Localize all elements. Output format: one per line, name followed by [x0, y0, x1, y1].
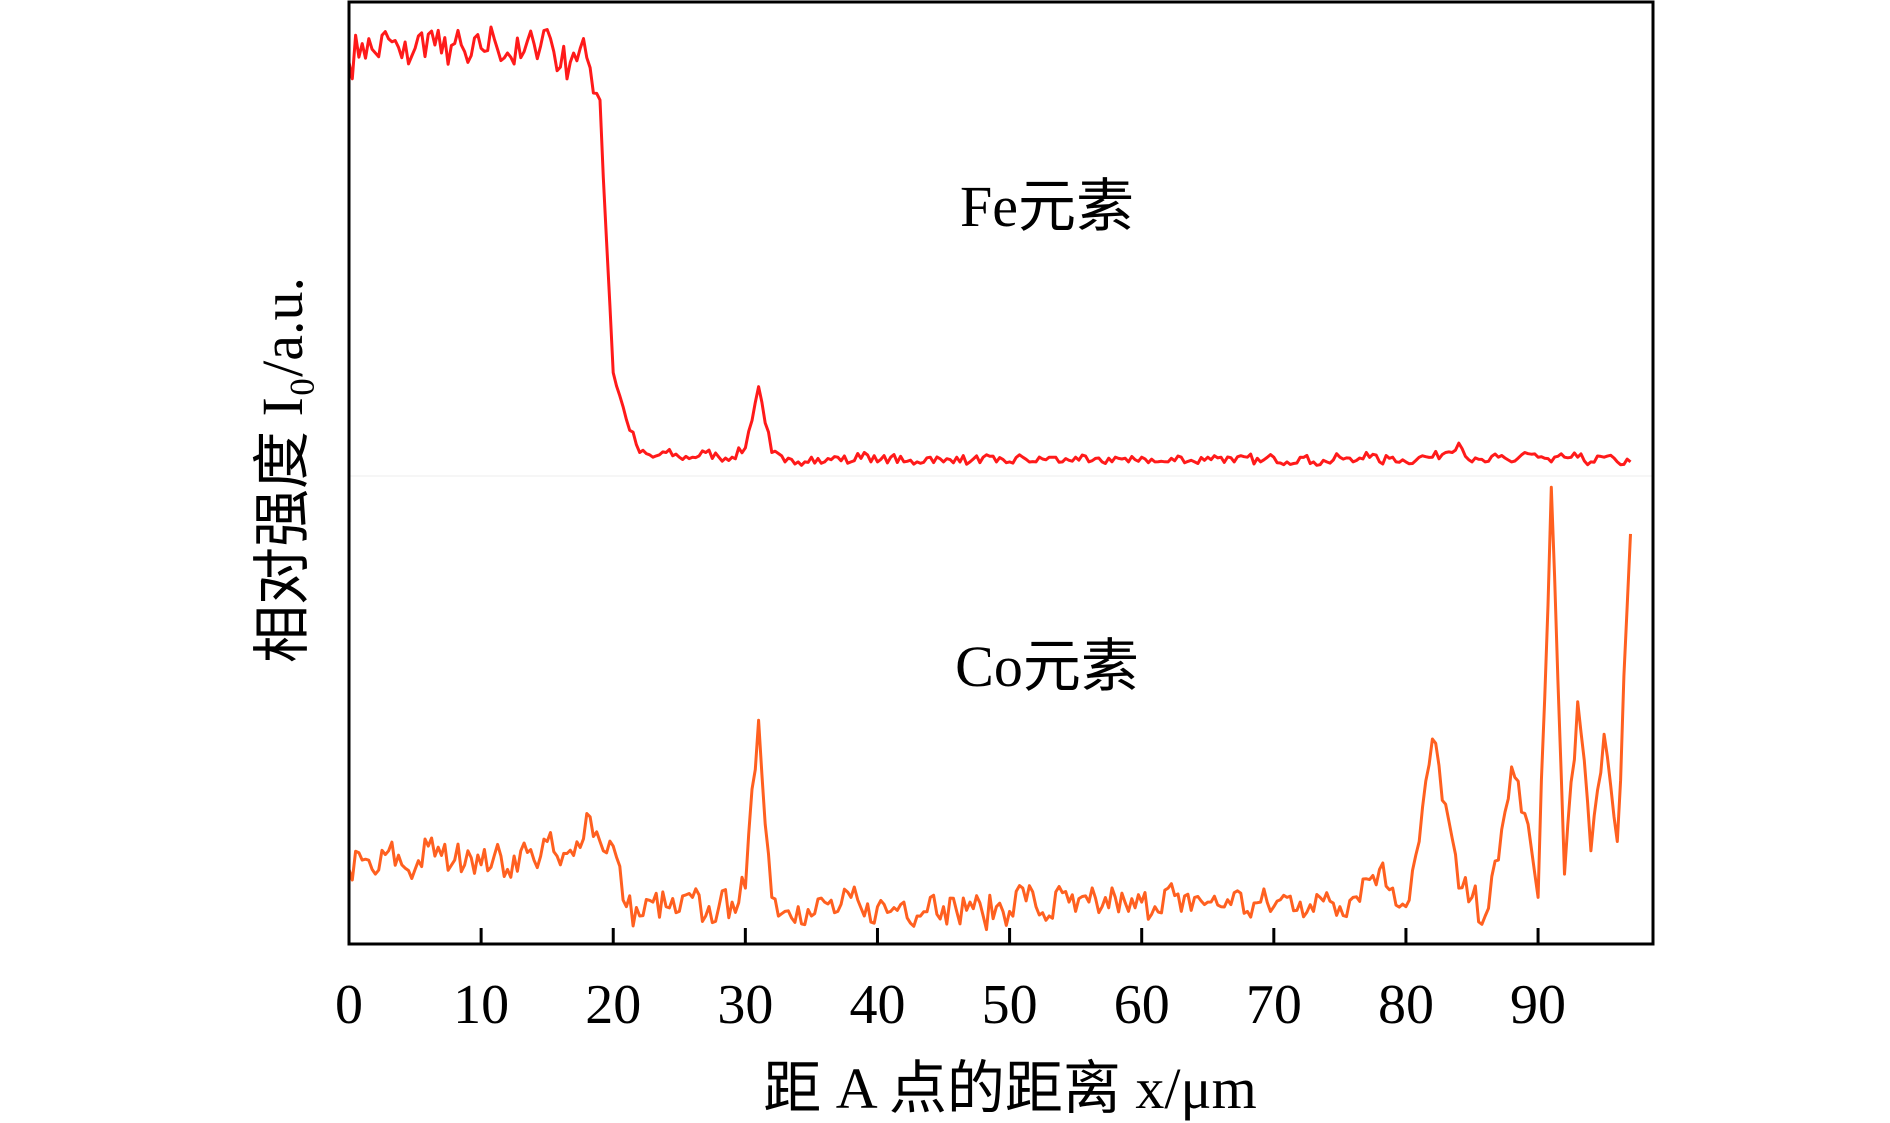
x-tick-label: 80 — [1378, 974, 1434, 1036]
x-tick-label: 30 — [717, 974, 773, 1036]
x-tick-label: 90 — [1510, 974, 1566, 1036]
x-tick-label: 0 — [335, 974, 363, 1036]
x-tick-label: 70 — [1246, 974, 1302, 1036]
x-tick-label: 40 — [849, 974, 905, 1036]
y-axis-label: 相对强度 I₀/a.u. — [250, 277, 315, 663]
annotation-fe: Fe元素 — [960, 174, 1134, 239]
series-line-co — [347, 485, 1632, 932]
x-tick-label: 60 — [1114, 974, 1170, 1036]
x-axis-ticks: 0 10 20 30 40 50 60 70 80 90 — [335, 928, 1566, 1036]
series-line-fe — [347, 25, 1632, 467]
x-tick-label: 20 — [585, 974, 641, 1036]
series-layer — [347, 25, 1632, 932]
annotation-co: Co元素 — [955, 634, 1139, 699]
x-axis-label: 距 A 点的距离 x/μm — [763, 1056, 1257, 1121]
x-tick-label: 50 — [982, 974, 1038, 1036]
x-tick-label: 10 — [453, 974, 509, 1036]
plot-frame — [347, 0, 1655, 946]
